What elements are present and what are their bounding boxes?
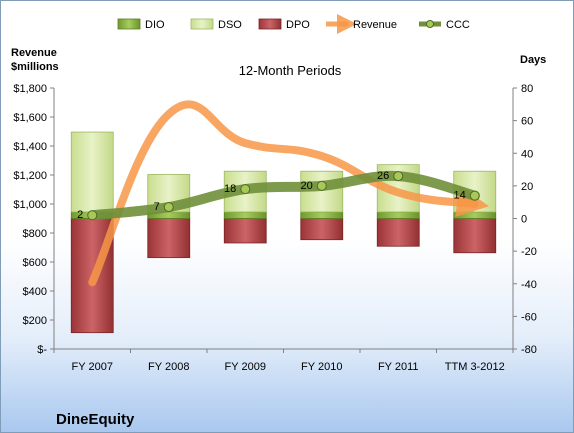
x-tick-label: FY 2011: [378, 361, 419, 373]
legend-swatch-ccc-dot: [426, 20, 434, 28]
ccc-data-label: 20: [301, 180, 313, 192]
chart-title: 12-Month Periods: [239, 63, 342, 78]
legend-label-ccc: CCC: [446, 19, 470, 31]
bar-dso: [70, 131, 114, 213]
bar-dpo: [147, 218, 191, 259]
left-tick-label: $1,600: [13, 112, 47, 124]
ccc-point: [240, 184, 251, 195]
left-tick-label: $1,400: [13, 141, 47, 153]
left-tick-label: $-: [37, 344, 47, 356]
x-tick-label: FY 2007: [72, 361, 113, 373]
legend-label-dio: DIO: [145, 19, 165, 31]
legend-swatch-dpo: [258, 18, 282, 30]
ccc-data-label: 2: [77, 209, 83, 221]
ticks-layer: $- $200 $400 $600 $800 $1,000 $1,200 $1,400 $1,6…: [13, 83, 537, 373]
right-axis-title: Days: [520, 54, 546, 66]
ccc-data-label: 26: [377, 170, 389, 182]
x-tick-label: TTM 3-2012: [445, 361, 505, 373]
legend-swatch-dso: [190, 18, 214, 30]
axes: [50, 87, 517, 353]
ccc-line: [87, 170, 480, 221]
revenue-line: [88, 100, 490, 287]
ccc-point: [469, 190, 480, 201]
left-tick-label: $600: [23, 257, 47, 269]
ccc-point: [393, 171, 404, 182]
left-tick-label: $1,200: [13, 170, 47, 182]
left-tick-label: $400: [23, 286, 47, 298]
ccc-data-label: 18: [224, 183, 236, 195]
ccc-data-label: 14: [454, 190, 466, 202]
right-tick-label: 20: [521, 181, 533, 193]
legend-label-dso: DSO: [218, 19, 242, 31]
bars-layer: [70, 131, 497, 334]
legend-swatch-dio: [117, 18, 141, 30]
right-tick-label: -60: [521, 311, 537, 323]
right-tick-label: 60: [521, 116, 533, 128]
left-tick-label: $200: [23, 315, 47, 327]
right-tick-label: 0: [521, 214, 527, 226]
right-tick-label: 80: [521, 83, 533, 95]
ccc-point: [163, 202, 174, 213]
bar-dio: [453, 211, 497, 219]
x-tick-label: FY 2009: [225, 361, 266, 373]
x-tick-label: FY 2008: [148, 361, 189, 373]
left-tick-label: $1,800: [13, 83, 47, 95]
legend-label-revenue: Revenue: [353, 19, 397, 31]
left-tick-label: $800: [23, 228, 47, 240]
legend: DIO DSO DPO Revenue CCC: [117, 14, 470, 34]
right-tick-label: -40: [521, 279, 537, 291]
bar-dpo: [376, 218, 420, 247]
ccc-data-label: 7: [154, 201, 160, 213]
bar-dpo: [223, 218, 267, 244]
left-tick-label: $1,000: [13, 199, 47, 211]
x-tick-label: FY 2010: [301, 361, 342, 373]
ccc-point: [87, 210, 98, 221]
left-axis-title: Revenue $millions: [11, 47, 60, 73]
lines-layer: 2 7 18 20 26 14: [77, 100, 490, 287]
right-tick-label: 40: [521, 148, 533, 160]
ccc-point: [316, 180, 327, 191]
bar-dio: [223, 211, 267, 219]
bar-dio: [376, 211, 420, 219]
bar-dio: [300, 211, 344, 219]
company-name: DineEquity: [56, 411, 135, 428]
bar-dpo: [453, 218, 497, 254]
right-tick-label: -20: [521, 246, 537, 258]
legend-label-dpo: DPO: [286, 19, 310, 31]
bar-dpo: [300, 218, 344, 241]
right-tick-label: -80: [521, 344, 537, 356]
